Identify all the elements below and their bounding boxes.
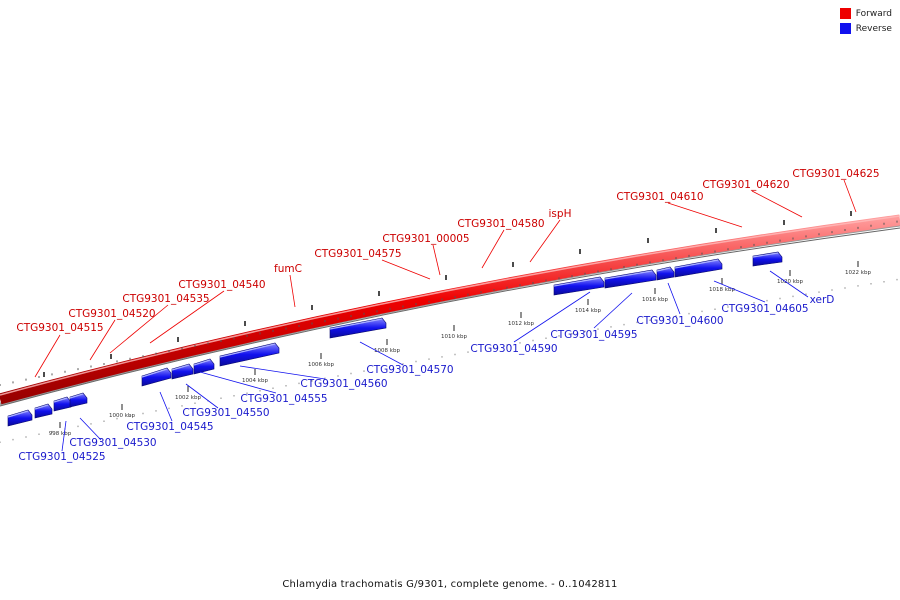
backbone-underline [0,227,900,407]
scale-tick-label: 1018 kbp [709,287,735,293]
legend-item-forward: Forward [839,8,892,19]
reverse-gene-block [141,367,172,387]
scale-tick-label: 1016 kbp [642,297,668,303]
reverse-gene-highlight [604,270,653,280]
forward-gene-label: CTG9301_04520 [68,308,155,320]
legend: Forward Reverse [839,8,892,38]
reverse-gene-block [604,269,657,289]
reverse-gene-highlight [219,343,276,358]
forward-gene-label: CTG9301_04620 [702,179,789,191]
forward-leader-line [432,244,441,276]
reverse-gene-highlight [674,259,719,269]
map-caption: Chlamydia trachomatis G/9301, complete g… [282,579,618,590]
forward-gene-label: CTG9301_04575 [314,248,401,260]
scale-tick-label: 1022 kbp [845,270,871,276]
reverse-gene-highlight [34,404,49,410]
reverse-gene-label: CTG9301_04595 [550,329,637,341]
forward-leader-line [751,190,803,218]
legend-label-forward: Forward [855,8,892,19]
reverse-gene-label: xerD [810,294,835,306]
scale-tick-label: 1020 kbp [777,279,803,285]
reverse-leader-line [79,417,102,441]
scale-tick-label: 1000 kbp [109,413,135,419]
reverse-gene-block [7,409,33,427]
reverse-gene-label: CTG9301_04570 [366,364,453,376]
reverse-leader-line [713,280,766,303]
reverse-gene-label: CTG9301_04525 [18,451,105,463]
reverse-gene-label: CTG9301_04530 [69,437,156,449]
reverse-leader-line [159,391,173,422]
reverse-gene-highlight [53,397,68,403]
backbone-forward-strand [0,214,900,405]
forward-leader-line [149,290,225,344]
reverse-gene-label: CTG9301_04560 [300,378,387,390]
forward-gene-label: CTG9301_04610 [616,191,703,203]
scale-tick-label: 1002 kbp [175,395,201,401]
reverse-leader-line [513,291,591,343]
forward-gene-label: CTG9301_04540 [178,279,265,291]
scale-tick-label: 998 kbp [49,431,72,437]
forward-leader-line [289,274,296,308]
reverse-leader-line [239,365,326,380]
legend-label-reverse: Reverse [855,23,892,34]
forward-gene-label: CTG9301_04580 [457,218,544,230]
forward-gene-label: CTG9301_04625 [792,168,879,180]
reverse-gene-label: CTG9301_04605 [721,303,808,315]
scale-tick-label: 1008 kbp [374,348,400,354]
backbone-highlight [0,215,900,396]
forward-gene-label: CTG9301_04515 [16,322,103,334]
forward-gene-label: fumC [274,263,302,275]
legend-item-reverse: Reverse [839,23,892,34]
reverse-leader-line [667,282,681,315]
reverse-gene-label: CTG9301_04550 [182,407,269,419]
reverse-leader-line [61,420,67,452]
reverse-gene-highlight [171,364,190,371]
forward-gene-label: CTG9301_00005 [382,233,469,245]
scale-tick-label: 1006 kbp [308,362,334,368]
reverse-gene-highlight [656,267,671,272]
reverse-gene-highlight [7,410,29,418]
forward-leader-line [34,334,61,378]
forward-leader-line [109,304,169,354]
reverse-gene-label: CTG9301_04545 [126,421,213,433]
reverse-leader-line [359,341,404,366]
forward-gene-label: ispH [549,208,572,220]
reverse-gene-highlight [69,393,84,399]
reverse-leader-line [199,371,277,394]
reverse-gene-label: CTG9301_04555 [240,393,327,405]
reverse-gene-highlight [193,359,211,366]
reverse-leader-line [593,292,633,329]
reverse-swatch [839,23,851,34]
scale-tick-label: 1012 kbp [508,321,534,327]
forward-leader-line [381,259,431,280]
forward-leader-line [529,219,561,263]
reverse-gene-label: CTG9301_04590 [470,343,557,355]
forward-swatch [839,8,851,19]
reverse-leader-line [769,270,809,298]
reverse-gene-block [329,317,387,339]
forward-gene-label: CTG9301_04535 [122,293,209,305]
scale-tick-label: 1004 kbp [242,378,268,384]
reverse-gene-highlight [329,318,383,330]
reverse-gene-block [171,363,194,380]
reverse-gene-label: CTG9301_04600 [636,315,723,327]
forward-leader-line [89,319,116,361]
scale-tick-label: 1014 kbp [575,308,601,314]
forward-leader-line [481,229,505,269]
reverse-gene-block [553,276,605,296]
reverse-gene-block [674,258,723,278]
forward-leader-line [667,202,743,228]
reverse-gene-block [193,358,215,375]
reverse-gene-highlight [752,252,779,258]
reverse-gene-highlight [553,277,601,287]
scale-tick-label: 1010 kbp [441,334,467,340]
forward-leader-line [843,179,857,213]
reverse-leader-line [185,383,219,409]
reverse-gene-highlight [141,368,168,378]
reverse-gene-block [219,342,280,367]
